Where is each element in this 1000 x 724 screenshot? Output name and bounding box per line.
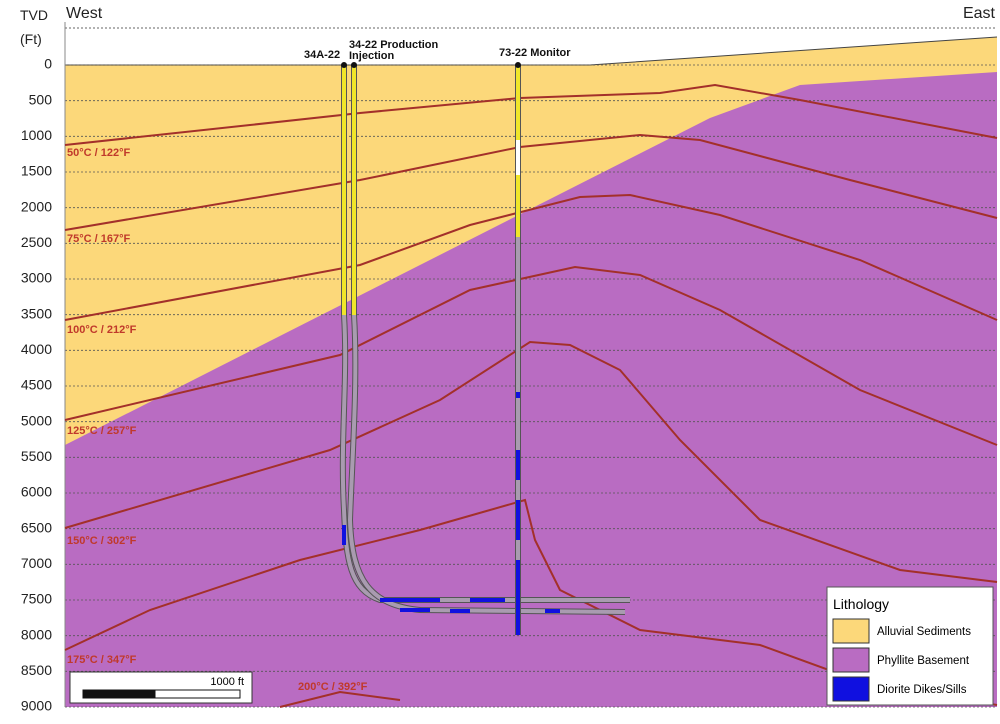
wells [339,62,630,635]
y-tick-label: 5500 [21,448,52,464]
y-tick-label: 0 [44,56,52,72]
isotherm-label: 100°C / 212°F [67,324,137,336]
well-34a-22-core [340,314,630,602]
direction-label: East [963,5,996,22]
legend-swatch [832,676,870,702]
legend-item: Alluvial Sediments [877,626,971,638]
well-label: 34-22 Production [349,39,439,51]
isotherm-label: 175°C / 347°F [67,654,137,666]
wellhead [515,62,521,68]
y-tick-label: 6500 [21,519,52,535]
y-tick-label: 1500 [21,163,52,179]
isotherm [64,340,998,583]
isotherm [64,83,998,146]
y-tick-label: 1000 [21,127,52,143]
isotherm [64,193,998,321]
y-tick-label: 4500 [21,377,52,393]
isotherms [64,83,998,708]
isotherm [64,133,998,231]
y-tick-label: 5000 [21,412,52,428]
y-tick-label: 3500 [21,305,52,321]
wellhead [341,62,347,68]
well-label: Injection [349,50,395,62]
direction-label: West [66,5,103,22]
axis-label: TVD [20,7,48,23]
isotherm [64,265,998,446]
isotherm-label: 150°C / 302°F [67,535,137,547]
dikes [342,392,560,635]
y-tick-label: 2000 [21,198,52,214]
y-tick-label: 500 [29,91,53,107]
well-label: 34A-22 [304,49,340,61]
scale-bar-white [154,689,241,699]
legend-swatch [832,618,870,644]
legend-item: Phyllite Basement [877,655,970,667]
y-tick-label: 7000 [21,555,52,571]
legend-swatch [832,647,870,673]
isotherm [279,690,401,708]
isotherm-label: 50°C / 122°F [67,147,130,159]
legend-item: Diorite Dikes/Sills [877,684,967,696]
axis-label: (Ft) [20,31,42,47]
wellhead [351,62,357,68]
y-tick-label: 6000 [21,484,52,500]
scale-label: 1000 ft [210,676,244,688]
well-label: 73-22 Monitor [499,47,571,59]
legend-title: Lithology [833,596,889,612]
y-tick-label: 9000 [21,698,52,714]
phyllite-basement [65,72,997,707]
y-tick-label: 2500 [21,234,52,250]
isotherm-label: 200°C / 392°F [298,681,368,693]
isotherm-label: 75°C / 167°F [67,233,130,245]
y-tick-label: 4000 [21,341,52,357]
isotherm [64,498,998,706]
y-tick-label: 8500 [21,662,52,678]
y-tick-label: 7500 [21,591,52,607]
y-tick-label: 8000 [21,626,52,642]
isotherm-label: 125°C / 257°F [67,425,137,437]
scale-bar-black [82,689,156,699]
y-tick-label: 3000 [21,270,52,286]
